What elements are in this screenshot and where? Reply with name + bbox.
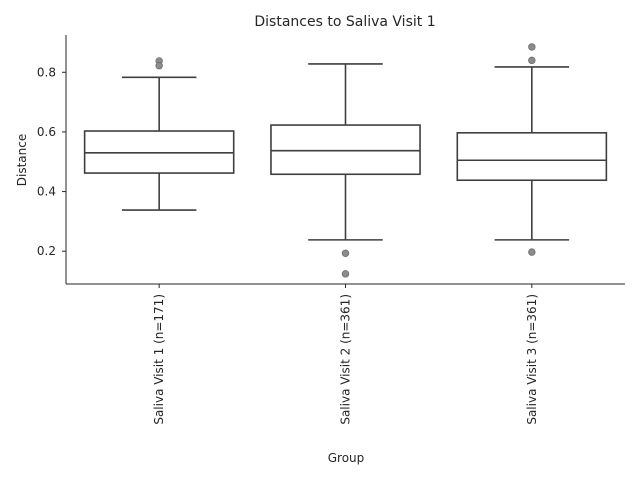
iqr-box <box>456 132 608 182</box>
outlier-point <box>341 270 350 278</box>
iqr-box <box>270 124 421 176</box>
y-axis-label: Distance <box>15 134 29 186</box>
outlier-point <box>528 56 536 65</box>
x-tick-label: Saliva Visit 3 (n=361) <box>525 294 539 425</box>
outlier-point <box>155 62 163 70</box>
y-tick-group: 0.2 0.4 0.6 0.8 <box>37 65 66 258</box>
outlier-point <box>341 249 350 257</box>
box-3 <box>456 43 608 256</box>
box-2 <box>270 63 421 278</box>
box-1 <box>83 57 235 211</box>
outlier-point <box>528 248 536 256</box>
outlier-point <box>528 43 536 51</box>
y-tick-label: 0.4 <box>37 185 56 199</box>
chart-title: Distances to Saliva Visit 1 <box>254 14 435 30</box>
y-tick-label: 0.8 <box>37 65 56 79</box>
x-tick-label: Saliva Visit 2 (n=361) <box>339 294 353 425</box>
box-group <box>83 43 608 278</box>
y-tick-label: 0.6 <box>37 125 56 139</box>
y-tick-label: 0.2 <box>37 244 56 258</box>
x-axis-label: Group <box>328 451 365 465</box>
x-tick-label: Saliva Visit 1 (n=171) <box>152 294 166 425</box>
x-tick-group: Saliva Visit 1 (n=171) Saliva Visit 2 (n=… <box>152 284 539 425</box>
